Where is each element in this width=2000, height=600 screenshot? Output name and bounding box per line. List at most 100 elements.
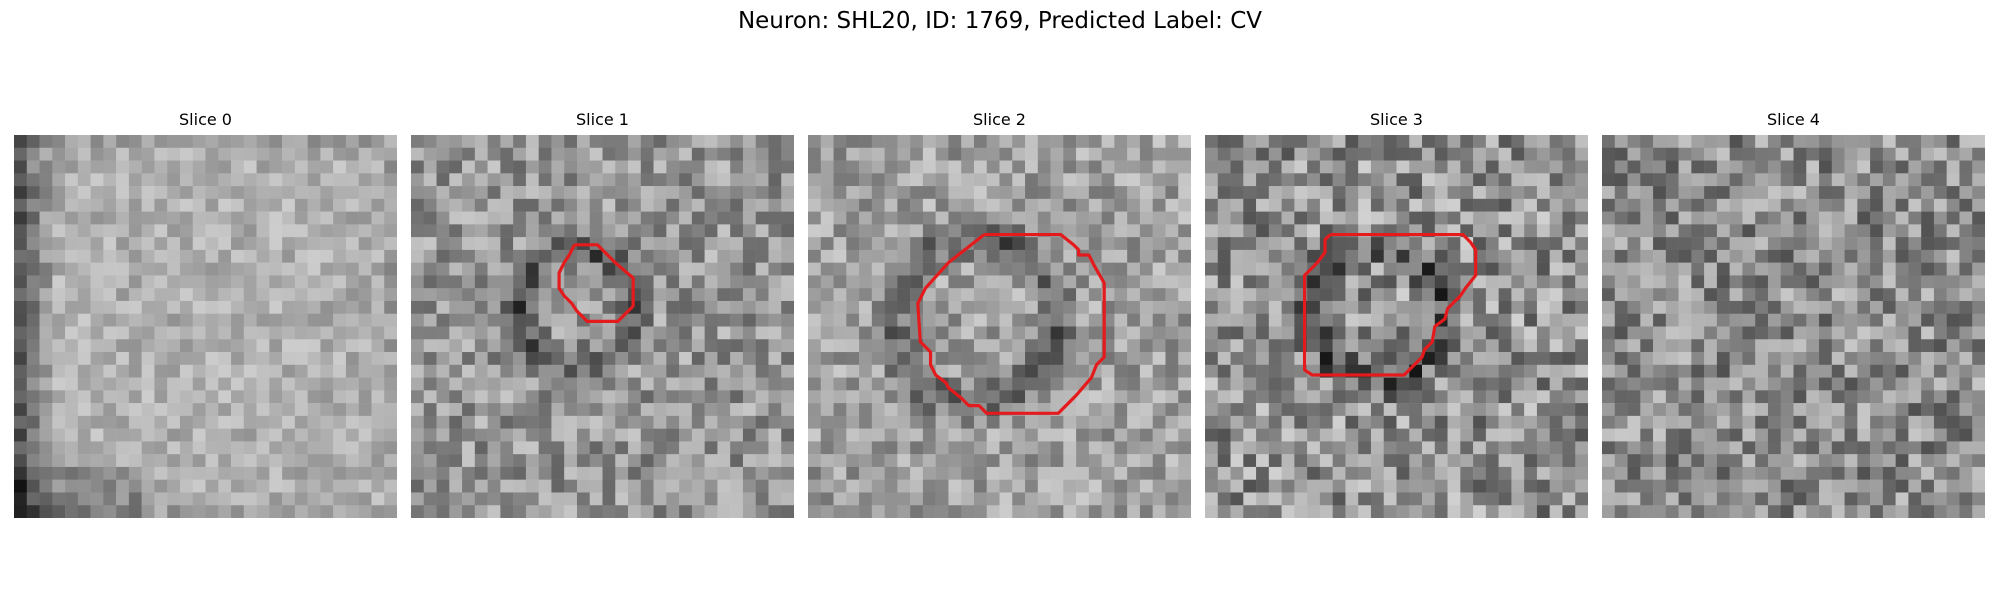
pixel-cell xyxy=(1857,429,1870,442)
pixel-cell xyxy=(897,454,910,467)
pixel-cell xyxy=(1550,378,1563,391)
pixel-cell xyxy=(1691,212,1704,225)
pixel-cell xyxy=(1628,173,1641,186)
pixel-cell xyxy=(167,429,180,442)
pixel-cell xyxy=(1755,378,1768,391)
pixel-cell xyxy=(1218,173,1231,186)
pixel-cell xyxy=(1934,314,1947,327)
pixel-cell xyxy=(1908,314,1921,327)
pixel-cell xyxy=(411,275,424,288)
pixel-cell xyxy=(743,480,756,493)
pixel-cell xyxy=(1972,390,1985,403)
pixel-cell xyxy=(768,378,781,391)
pixel-cell xyxy=(1205,212,1218,225)
pixel-cell xyxy=(1640,339,1653,352)
pixel-cell xyxy=(846,314,859,327)
pixel-cell xyxy=(885,378,898,391)
pixel-cell xyxy=(974,301,987,314)
pixel-cell xyxy=(539,161,552,174)
pixel-cell xyxy=(615,148,628,161)
pixel-cell xyxy=(834,390,847,403)
pixel-cell xyxy=(295,327,308,340)
pixel-cell xyxy=(1165,186,1178,199)
pixel-cell xyxy=(654,480,667,493)
pixel-cell xyxy=(1806,314,1819,327)
pixel-cell xyxy=(1819,327,1832,340)
pixel-cell xyxy=(180,429,193,442)
pixel-cell xyxy=(1575,352,1588,365)
pixel-cell xyxy=(1397,390,1410,403)
pixel-cell xyxy=(821,148,834,161)
pixel-cell xyxy=(27,275,40,288)
pixel-cell xyxy=(206,352,219,365)
pixel-cell xyxy=(1781,352,1794,365)
pixel-cell xyxy=(1345,429,1358,442)
pixel-cell xyxy=(1575,416,1588,429)
pixel-cell xyxy=(65,275,78,288)
pixel-cell xyxy=(705,173,718,186)
pixel-cell xyxy=(1282,237,1295,250)
pixel-cell xyxy=(1333,199,1346,212)
pixel-cell xyxy=(52,301,65,314)
pixel-cell xyxy=(1025,314,1038,327)
pixel-cell xyxy=(872,365,885,378)
pixel-cell xyxy=(1857,314,1870,327)
slice-title-2: Slice 2 xyxy=(808,108,1191,132)
pixel-cell xyxy=(1972,441,1985,454)
pixel-cell xyxy=(1397,480,1410,493)
pixel-cell xyxy=(462,378,475,391)
pixel-cell xyxy=(14,199,27,212)
pixel-cell xyxy=(1294,429,1307,442)
pixel-cell xyxy=(666,212,679,225)
pixel-cell xyxy=(154,480,167,493)
pixel-cell xyxy=(1102,212,1115,225)
pixel-cell xyxy=(78,454,91,467)
pixel-cell xyxy=(1947,135,1960,148)
pixel-cell xyxy=(180,492,193,505)
pixel-cell xyxy=(679,467,692,480)
pixel-cell xyxy=(359,352,372,365)
pixel-cell xyxy=(1076,352,1089,365)
pixel-cell xyxy=(564,416,577,429)
pixel-cell xyxy=(1704,327,1717,340)
pixel-cell xyxy=(1908,301,1921,314)
pixel-cell xyxy=(859,199,872,212)
pixel-cell xyxy=(654,224,667,237)
pixel-cell xyxy=(1562,263,1575,276)
pixel-cell xyxy=(1243,288,1256,301)
pixel-cell xyxy=(1473,390,1486,403)
pixel-cell xyxy=(705,365,718,378)
pixel-cell xyxy=(411,327,424,340)
pixel-cell xyxy=(78,467,91,480)
pixel-cell xyxy=(1691,263,1704,276)
pixel-cell xyxy=(1819,441,1832,454)
pixel-cell xyxy=(910,378,923,391)
pixel-cell xyxy=(1857,148,1870,161)
pixel-cell xyxy=(768,467,781,480)
pixel-cell xyxy=(500,454,513,467)
pixel-cell xyxy=(1127,148,1140,161)
pixel-cell xyxy=(103,212,116,225)
pixel-cell xyxy=(1012,339,1025,352)
pixel-cell xyxy=(1794,416,1807,429)
pixel-cell xyxy=(1768,275,1781,288)
pixel-cell xyxy=(1000,212,1013,225)
pixel-cell xyxy=(116,352,129,365)
pixel-cell xyxy=(65,199,78,212)
pixel-cell xyxy=(768,224,781,237)
pixel-cell xyxy=(1819,250,1832,263)
pixel-cell xyxy=(1628,403,1641,416)
pixel-cell xyxy=(821,314,834,327)
pixel-cell xyxy=(1231,212,1244,225)
pixel-cell xyxy=(936,454,949,467)
pixel-cell xyxy=(846,250,859,263)
pixel-cell xyxy=(1845,403,1858,416)
pixel-cell xyxy=(603,390,616,403)
pixel-cell xyxy=(1051,352,1064,365)
pixel-cell xyxy=(1896,390,1909,403)
pixel-cell xyxy=(346,403,359,416)
pixel-cell xyxy=(756,403,769,416)
pixel-cell xyxy=(1231,135,1244,148)
pixel-cell xyxy=(1883,275,1896,288)
pixel-cell xyxy=(1537,314,1550,327)
